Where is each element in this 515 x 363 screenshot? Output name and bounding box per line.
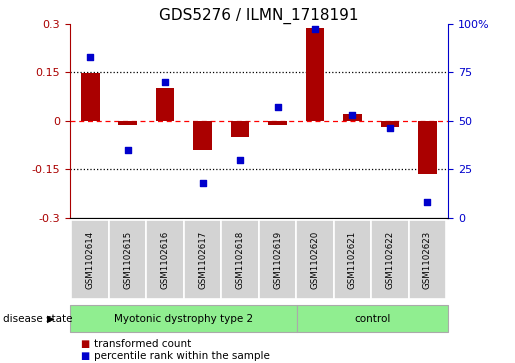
Point bbox=[273, 104, 282, 110]
Text: ■: ■ bbox=[80, 351, 89, 362]
Bar bbox=[81, 73, 99, 121]
Bar bbox=[297, 305, 448, 332]
Text: control: control bbox=[354, 314, 390, 323]
Bar bbox=[305, 28, 324, 121]
Bar bbox=[371, 220, 409, 299]
Point bbox=[198, 180, 207, 186]
Bar bbox=[334, 220, 371, 299]
Bar bbox=[268, 121, 287, 125]
Bar bbox=[184, 220, 221, 299]
Text: GSM1102620: GSM1102620 bbox=[311, 231, 319, 289]
Point bbox=[311, 26, 319, 32]
Point bbox=[236, 156, 244, 162]
Bar bbox=[221, 220, 259, 299]
Bar bbox=[118, 121, 137, 125]
Point bbox=[348, 112, 356, 118]
Bar bbox=[72, 220, 109, 299]
Title: GDS5276 / ILMN_1718191: GDS5276 / ILMN_1718191 bbox=[159, 7, 358, 24]
Bar bbox=[231, 121, 249, 137]
Point bbox=[386, 126, 394, 131]
Bar bbox=[418, 121, 437, 174]
Point bbox=[423, 199, 432, 205]
Text: GSM1102623: GSM1102623 bbox=[423, 231, 432, 289]
Bar bbox=[296, 220, 334, 299]
Point bbox=[86, 54, 94, 60]
Bar bbox=[259, 220, 296, 299]
Bar bbox=[70, 305, 297, 332]
Text: GSM1102615: GSM1102615 bbox=[123, 231, 132, 289]
Text: GSM1102616: GSM1102616 bbox=[161, 231, 169, 289]
Text: GSM1102617: GSM1102617 bbox=[198, 231, 207, 289]
Text: transformed count: transformed count bbox=[94, 339, 192, 349]
Text: GSM1102618: GSM1102618 bbox=[235, 231, 245, 289]
Text: disease state: disease state bbox=[3, 314, 72, 323]
Bar bbox=[343, 114, 362, 121]
Point bbox=[161, 79, 169, 85]
Bar bbox=[146, 220, 184, 299]
Text: ▶: ▶ bbox=[47, 314, 55, 323]
Text: GSM1102621: GSM1102621 bbox=[348, 231, 357, 289]
Point bbox=[124, 147, 132, 153]
Text: ■: ■ bbox=[80, 339, 89, 349]
Bar bbox=[193, 121, 212, 150]
Bar bbox=[156, 88, 175, 121]
Text: percentile rank within the sample: percentile rank within the sample bbox=[94, 351, 270, 362]
Text: GSM1102614: GSM1102614 bbox=[85, 231, 95, 289]
Text: GSM1102622: GSM1102622 bbox=[385, 231, 394, 289]
Bar bbox=[109, 220, 146, 299]
Bar bbox=[381, 121, 399, 127]
Bar bbox=[409, 220, 446, 299]
Text: Myotonic dystrophy type 2: Myotonic dystrophy type 2 bbox=[113, 314, 253, 323]
Text: GSM1102619: GSM1102619 bbox=[273, 231, 282, 289]
